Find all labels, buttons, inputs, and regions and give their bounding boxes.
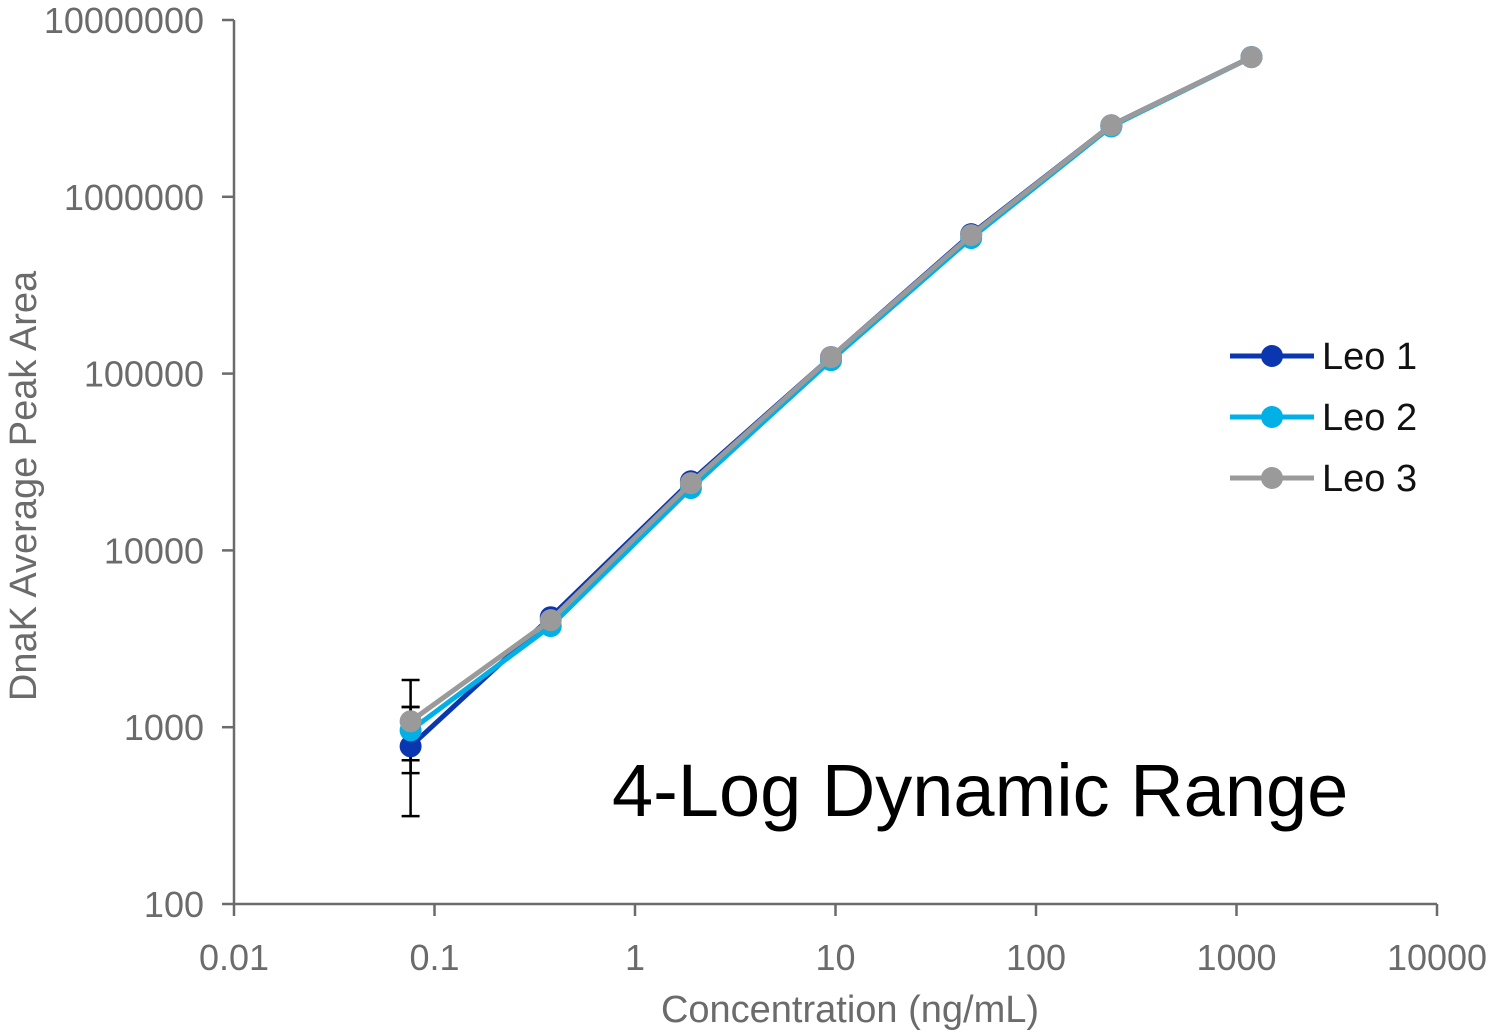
legend-label: Leo 1 [1322, 336, 1417, 378]
x-tick-label: 100 [1006, 937, 1066, 978]
x-tick-label: 10000 [1387, 937, 1487, 978]
legend-swatch-marker [1261, 345, 1283, 367]
legend-item: Leo 2 [1230, 397, 1417, 439]
data-point [399, 735, 422, 758]
legend-label: Leo 3 [1322, 458, 1417, 500]
legend-item: Leo 3 [1230, 458, 1417, 500]
x-tick-label: 1 [625, 937, 645, 978]
series-leo-1 [399, 46, 1263, 758]
y-tick-label: 1000000 [64, 177, 204, 218]
axes [222, 18, 1439, 916]
y-tick-label: 100 [144, 884, 204, 925]
data-point [960, 224, 983, 247]
x-axis-label: Concentration (ng/mL) [661, 989, 1039, 1031]
x-tick-label: 0.01 [199, 937, 269, 978]
data-point [539, 609, 562, 632]
data-point [399, 710, 422, 733]
data-point [679, 472, 702, 495]
y-tick-label: 10000000 [44, 0, 204, 41]
legend-label: Leo 2 [1322, 397, 1417, 439]
x-tick-labels: 0.01 0.1 1 10 100 1000 10000 [199, 937, 1487, 978]
x-tick-label: 1000 [1196, 937, 1276, 978]
series-line [409, 54, 1253, 724]
series-leo-3 [399, 46, 1263, 733]
y-tick-label: 100000 [84, 354, 204, 395]
y-axis-label: DnaK Average Peak Area [3, 270, 45, 701]
legend-swatch-marker [1261, 467, 1283, 489]
data-point [820, 346, 843, 369]
y-tick-label: 10000 [104, 530, 204, 571]
annotation: 4-Log Dynamic Range [612, 749, 1348, 832]
legend-item: Leo 1 [1230, 336, 1417, 378]
x-tick-label: 0.1 [409, 937, 459, 978]
series-group [399, 46, 1263, 758]
legend: Leo 1 Leo 2 Leo 3 [1230, 336, 1417, 500]
series-line [408, 54, 1253, 749]
y-tick-labels: 100 1000 10000 100000 1000000 10000000 [44, 0, 204, 925]
data-point [1240, 46, 1263, 69]
data-point [1100, 114, 1123, 137]
y-tick-label: 1000 [124, 707, 204, 748]
legend-swatch-marker [1261, 406, 1283, 428]
x-tick-label: 10 [815, 937, 855, 978]
